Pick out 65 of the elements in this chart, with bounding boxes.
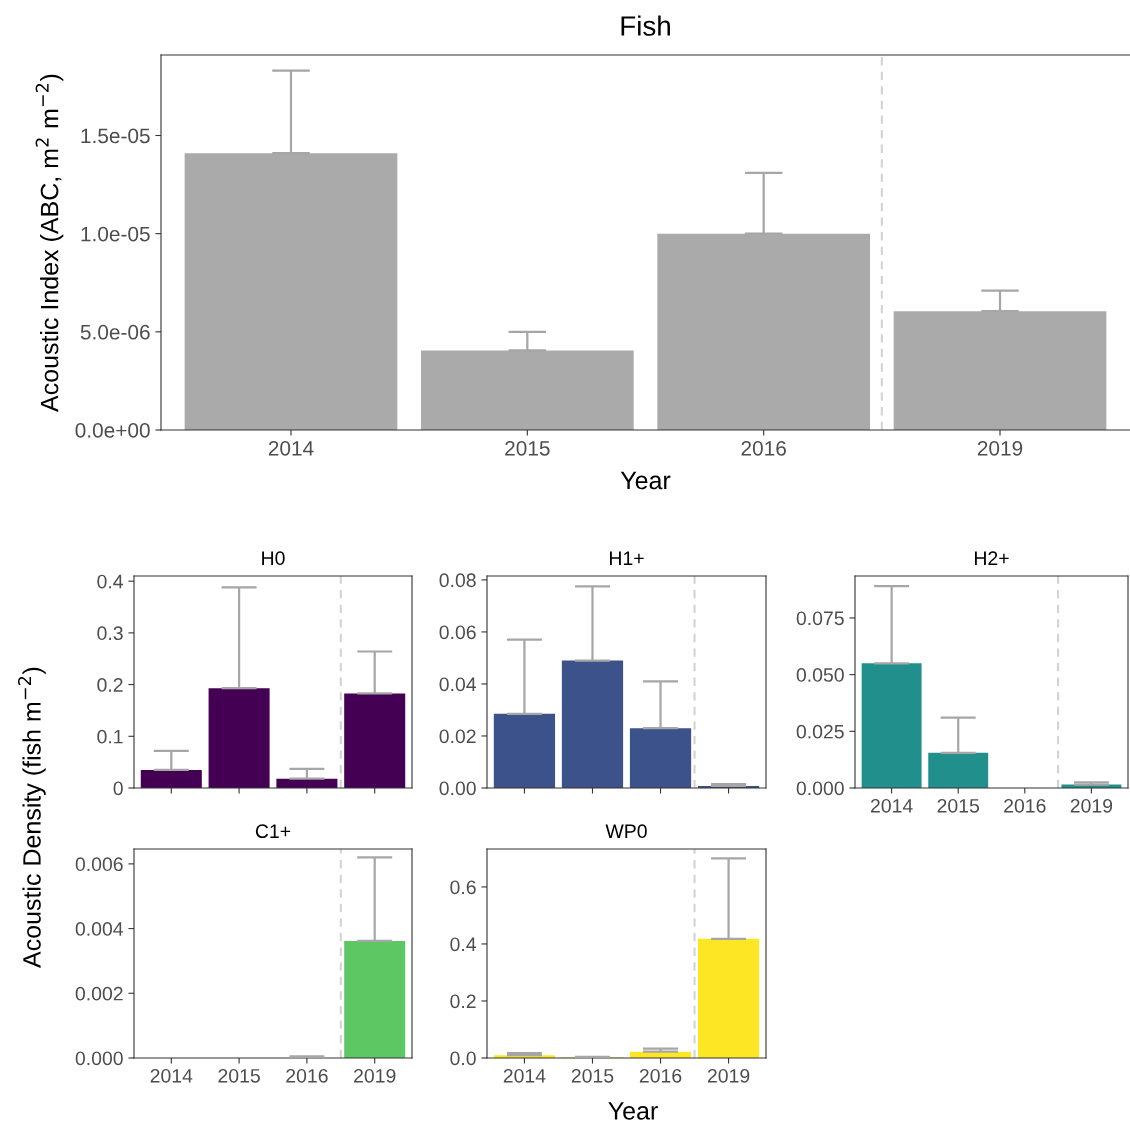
x-tick-label: 2019 [354,1068,396,1083]
x-tick-label: 2014 [268,440,314,456]
chart-title: C1+ [255,824,291,839]
bar [629,728,692,788]
y-tick-label: 0.000 [796,781,844,796]
y-tick-label: 0.050 [796,668,844,682]
y-tick-label: 0.4 [450,937,477,952]
y-tick-label: 0.3 [97,626,123,641]
y-tick-label: 0 [113,781,123,796]
x-tick-label: 2015 [505,440,550,456]
y-tick-label: 0.000 [75,1051,123,1066]
y-tick-label: 0.6 [450,880,476,895]
bar [208,688,270,788]
bar [184,153,398,430]
x-tick-label: 2015 [571,1068,614,1083]
chart-title: H2+ [974,551,1009,565]
y-tick-label: 0.08 [439,573,476,588]
bar [657,233,871,430]
bar [697,938,760,1058]
x-axis-title: Year [608,1102,658,1120]
x-tick-label: 2019 [977,440,1023,456]
x-tick-label: 2016 [286,1068,328,1083]
y-tick-label: 5.0e-06 [80,324,150,340]
y-tick-label: 0.004 [75,922,124,936]
bar [893,311,1107,430]
x-tick-label: 2016 [639,1068,682,1083]
chart-title: WP0 [605,824,647,839]
y-tick-label: 0.025 [796,724,844,739]
bar [420,350,634,430]
y-tick-label: 0.06 [439,625,476,640]
x-tick-label: 2014 [150,1068,193,1083]
bar [561,660,624,788]
y-axis-title: Acoustic Index (ABC, m$^{2}$ m$^{−2}$) [35,74,64,412]
x-tick-label: 2015 [937,798,980,813]
x-tick-label: 2015 [218,1068,260,1083]
y-tick-label: 0.0 [450,1051,476,1066]
x-tick-label: 2019 [1070,798,1113,813]
bar [344,693,406,788]
bar [493,713,556,788]
bar [140,769,202,788]
y-tick-label: 0.2 [97,678,123,692]
x-tick-label: 2016 [741,440,786,456]
y-tick-label: 0.006 [75,857,123,872]
y-axis-title: Acoustic Density (fish m$^{−2}$) [18,667,46,968]
bar [861,663,922,788]
chart-title: Fish [621,15,670,36]
chart-title: H0 [262,551,285,566]
bar [928,752,989,788]
y-tick-label: 1.0e-05 [81,226,150,242]
x-tick-label: 2014 [503,1068,546,1083]
y-tick-label: 0.1 [97,729,123,744]
y-tick-label: 0.04 [439,677,477,692]
y-tick-label: 0.00 [439,781,476,796]
y-tick-label: 0.002 [75,986,123,1001]
y-tick-label: 0.02 [439,729,476,744]
x-tick-label: 2019 [707,1068,750,1083]
y-tick-label: 0.075 [796,611,844,626]
x-tick-label: 2014 [870,798,913,813]
x-axis-title: Year [620,471,671,490]
y-tick-label: 1.5e-05 [81,128,150,144]
y-tick-label: 0.4 [97,574,124,589]
x-tick-label: 2016 [1004,798,1046,813]
y-tick-label: 0.0e+00 [75,423,150,438]
chart-title: H1+ [609,551,644,565]
y-tick-label: 0.2 [450,994,476,1009]
